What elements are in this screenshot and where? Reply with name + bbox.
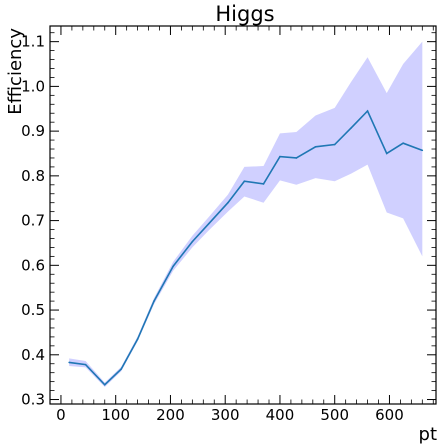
y-tick-label: 1.0 bbox=[21, 77, 45, 95]
data-point bbox=[350, 127, 352, 129]
data-point bbox=[366, 110, 369, 112]
data-point bbox=[295, 157, 298, 159]
data-point bbox=[421, 149, 424, 152]
data-point bbox=[172, 265, 174, 268]
y-tick-label: 0.7 bbox=[21, 212, 45, 230]
data-point bbox=[103, 383, 106, 386]
data-point bbox=[279, 155, 281, 158]
y-tick-label: 0.5 bbox=[21, 301, 45, 319]
data-point bbox=[207, 222, 210, 225]
plot-frame bbox=[49, 25, 437, 405]
data-point bbox=[385, 152, 388, 155]
y-tick-label: 0.4 bbox=[21, 346, 45, 364]
x-tick-label: 600 bbox=[375, 406, 404, 424]
x-axis-title: pt bbox=[419, 424, 437, 445]
data-point bbox=[333, 143, 336, 146]
data-point bbox=[191, 240, 194, 243]
y-tick-label: 0.8 bbox=[21, 167, 45, 185]
y-axis-title: Efficiency bbox=[5, 28, 26, 115]
data-point bbox=[84, 363, 87, 366]
data-point bbox=[68, 361, 70, 364]
y-tick-label: 0.3 bbox=[21, 391, 45, 409]
y-tick-label: 0.9 bbox=[21, 122, 45, 140]
x-tick-label: 100 bbox=[101, 406, 130, 424]
data-point bbox=[227, 201, 229, 204]
chart-title: Higgs bbox=[215, 2, 274, 26]
x-tick-label: 200 bbox=[156, 406, 185, 424]
x-tick-label: 400 bbox=[266, 406, 295, 424]
y-tick-label: 1.1 bbox=[21, 33, 45, 51]
x-tick-label: 0 bbox=[56, 406, 66, 424]
data-point bbox=[314, 145, 317, 148]
uncertainty-band bbox=[69, 41, 423, 387]
x-tick-label: 300 bbox=[211, 406, 240, 424]
data-point bbox=[120, 368, 122, 370]
data-point bbox=[402, 142, 404, 144]
data-point bbox=[243, 180, 246, 183]
data-point bbox=[262, 183, 265, 185]
data-point bbox=[136, 338, 139, 340]
y-tick-label: 0.6 bbox=[21, 256, 45, 274]
data-point bbox=[153, 300, 155, 302]
x-tick-label: 500 bbox=[320, 406, 349, 424]
